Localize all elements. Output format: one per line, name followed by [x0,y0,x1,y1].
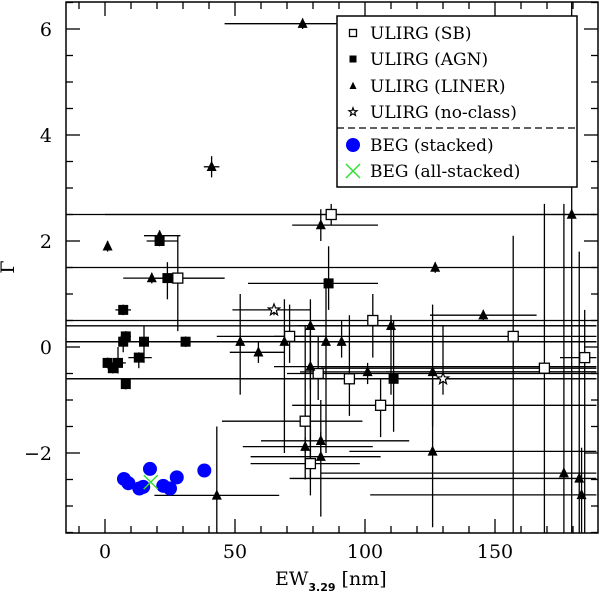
y-tick-label: 6 [40,19,52,41]
filled-square-marker [107,363,118,374]
triangle-marker [478,309,489,320]
filled-square-marker [154,236,165,246]
star-marker [435,371,451,386]
legend: ULIRG (SB) ULIRG (AGN) ULIRG (LINER) ULIRG … [337,24,577,182]
triangle-marker [297,17,308,28]
triangle-marker [206,160,217,171]
tick-labels: 0 50 100 150 −2 0 2 4 6 [24,19,513,563]
filled-square-marker [323,278,334,289]
triangle-marker [427,365,438,377]
triangle-marker [102,240,113,251]
data-markers [102,17,591,500]
legend-label: ULIRG (AGN) [370,50,488,70]
star-marker [266,302,282,317]
triangle-marker [146,272,157,283]
circle-marker [136,479,151,494]
triangle-marker [279,335,290,346]
triangle-marker [427,445,438,456]
filled-square-marker [118,336,129,347]
filled-square-marker [120,331,131,342]
legend-item: ULIRG (LINER) [349,77,505,97]
triangle-marker [235,335,246,346]
triangle-marker [300,440,311,451]
circle-marker [169,470,184,485]
open-square-marker [374,399,387,411]
legend-item: BEG (stacked) [346,136,494,156]
x-tick-label: 50 [223,541,247,563]
y-tick-label: 0 [40,337,52,359]
triangle-marker [321,335,331,346]
open-square-marker [172,272,184,284]
axis-ticks [66,1,598,534]
circle-marker [346,138,360,152]
filled-square-marker [180,336,191,347]
legend-item: ULIRG (SB) [348,24,472,44]
y-tick-label: 4 [40,125,52,147]
open-square-marker [538,362,551,374]
y-axis-label: Γ [0,260,19,273]
triangle-marker [211,489,222,500]
y-tick-label: 2 [40,231,52,253]
open-square-marker [304,457,317,470]
triangle-marker [430,261,441,272]
legend-label: ULIRG (no-class) [370,103,517,123]
y-tick-label: −2 [24,443,52,465]
legend-item: BEG (all-stacked) [345,162,520,182]
open-square-marker [348,28,358,38]
filled-square-marker [388,373,399,384]
open-square-marker [343,373,356,385]
legend-item: ULIRG (no-class) [347,103,517,123]
open-square-marker [507,330,519,343]
triangle-marker [336,335,347,346]
triangle-marker [253,346,264,357]
triangle-marker [362,365,373,377]
open-square-marker [299,415,311,427]
triangle-marker [574,472,585,483]
triangle-marker [349,81,357,89]
triangle-marker [315,219,326,230]
x-axis-label: EW3.29 [nm] [275,568,387,592]
circle-marker [121,476,136,491]
triangle-marker [315,434,326,446]
x-tick-label: 0 [99,541,111,563]
filled-square-marker [102,357,113,368]
circle-marker [163,481,177,496]
triangle-marker [315,450,326,461]
legend-label: ULIRG (LINER) [370,77,505,97]
legend-background [336,15,578,188]
x-tick-label: 150 [477,541,513,563]
filled-square-marker [118,304,129,315]
circle-marker [197,463,212,478]
legend-label: BEG (stacked) [370,136,494,156]
filled-square-marker [162,273,173,284]
open-square-marker [312,367,324,380]
legend-label: BEG (all-stacked) [370,162,520,182]
open-square-marker [367,314,379,327]
triangle-marker [576,488,587,500]
filled-square-marker [349,55,357,63]
triangle-marker [305,360,316,371]
legend-item: ULIRG (AGN) [349,50,488,70]
filled-square-marker [139,336,149,347]
triangle-marker [305,319,316,330]
circle-marker [142,461,157,476]
triangle-marker [558,467,569,478]
filled-square-marker [120,379,131,390]
star-marker [347,106,359,117]
filled-square-marker [113,357,123,368]
legend-label: ULIRG (SB) [370,24,472,44]
triangle-marker [566,208,577,219]
open-square-marker [579,351,591,364]
filled-square-marker [133,352,144,363]
x-tick-label: 100 [347,541,383,563]
triangle-marker [154,229,165,240]
open-square-marker [325,208,337,221]
triangle-marker [386,319,396,330]
